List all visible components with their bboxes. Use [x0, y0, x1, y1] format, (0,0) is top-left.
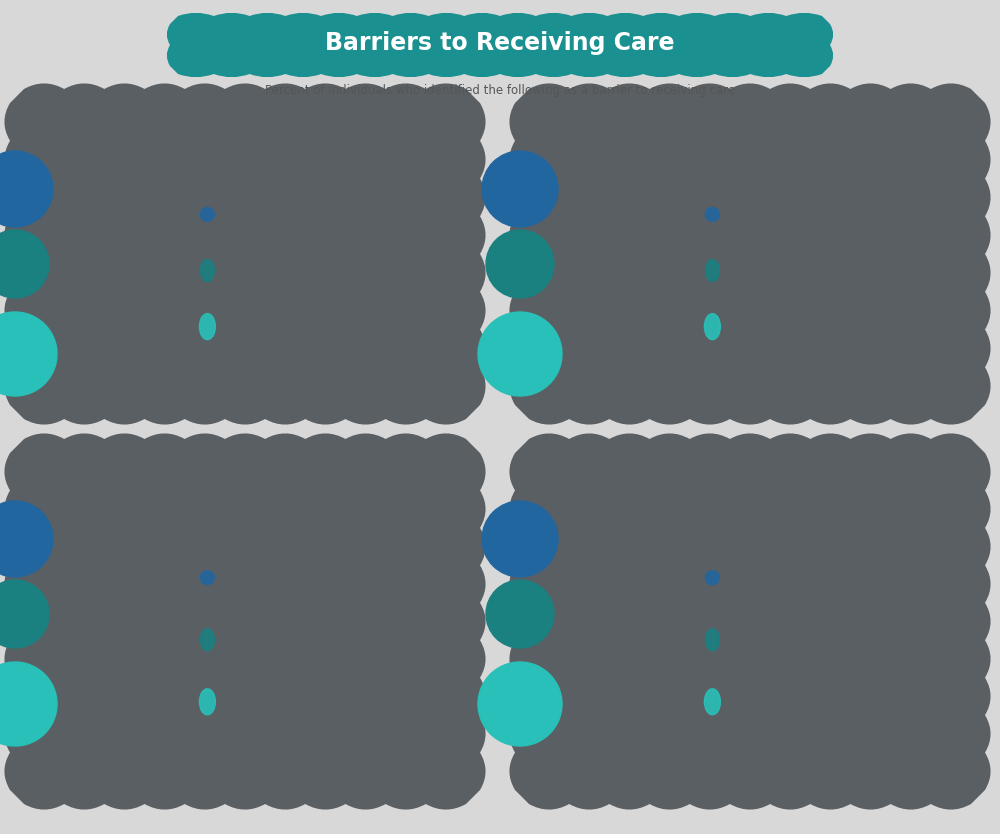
- Ellipse shape: [705, 259, 719, 282]
- Ellipse shape: [705, 629, 719, 651]
- Ellipse shape: [199, 314, 215, 339]
- Circle shape: [200, 570, 214, 585]
- PathPatch shape: [167, 13, 833, 78]
- Text: Barriers to Receiving Care: Barriers to Receiving Care: [325, 31, 675, 55]
- Circle shape: [0, 662, 57, 746]
- Circle shape: [478, 312, 562, 396]
- Circle shape: [0, 580, 49, 648]
- Circle shape: [705, 570, 719, 585]
- Circle shape: [705, 208, 719, 221]
- Circle shape: [0, 151, 53, 227]
- Circle shape: [0, 312, 57, 396]
- PathPatch shape: [509, 434, 991, 810]
- Ellipse shape: [704, 689, 720, 715]
- Circle shape: [0, 230, 49, 298]
- PathPatch shape: [4, 434, 486, 810]
- Circle shape: [478, 662, 562, 746]
- Circle shape: [200, 208, 214, 221]
- Circle shape: [482, 501, 558, 577]
- Circle shape: [486, 230, 554, 298]
- PathPatch shape: [4, 83, 486, 425]
- PathPatch shape: [509, 83, 991, 425]
- Ellipse shape: [200, 629, 214, 651]
- Text: Percent of individuals who identified the following as a barrier to receiving ca: Percent of individuals who identified th…: [265, 83, 735, 97]
- Ellipse shape: [704, 314, 720, 339]
- Circle shape: [0, 501, 53, 577]
- Circle shape: [482, 151, 558, 227]
- Circle shape: [486, 580, 554, 648]
- Ellipse shape: [199, 689, 215, 715]
- Ellipse shape: [200, 259, 214, 282]
